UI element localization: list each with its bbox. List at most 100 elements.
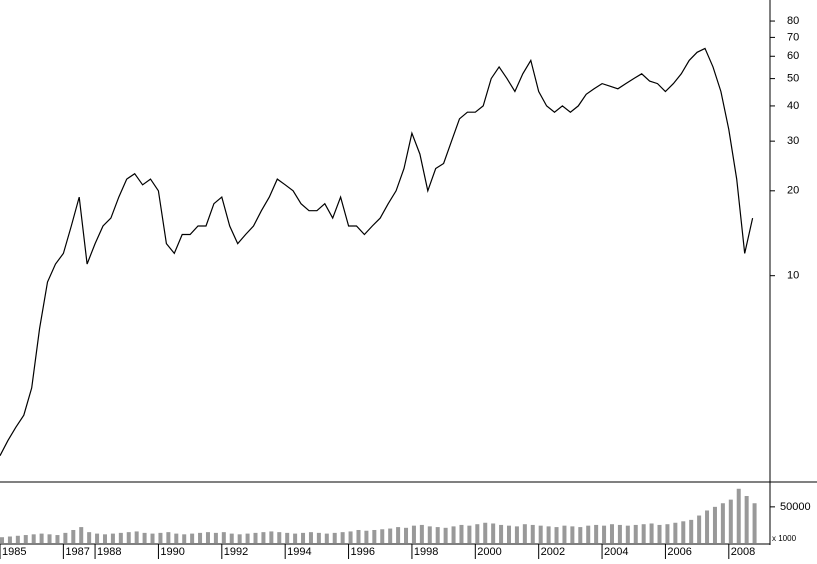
- volume-bar: [404, 527, 409, 543]
- volume-bar: [332, 532, 337, 543]
- x-tick-label: 1985: [2, 546, 26, 558]
- volume-bar: [443, 527, 448, 543]
- volume-bar: [594, 524, 599, 543]
- volume-bar: [237, 534, 242, 543]
- x-tick-label: 2006: [667, 546, 691, 558]
- x-tick-label: 1996: [351, 546, 375, 558]
- volume-bar: [483, 522, 488, 543]
- volume-bar: [348, 531, 353, 543]
- volume-bar: [340, 532, 345, 543]
- volume-bar: [316, 532, 321, 543]
- volume-bar: [229, 533, 234, 543]
- volume-bar: [499, 524, 504, 543]
- volume-bar: [419, 524, 424, 543]
- volume-tick-label: 50000: [780, 501, 811, 513]
- volume-bar: [142, 532, 147, 543]
- volume-bar: [720, 503, 725, 543]
- volume-bar: [475, 524, 480, 543]
- volume-bar: [253, 532, 258, 543]
- x-tick-label: 1992: [224, 546, 248, 558]
- y-tick-label: 60: [787, 50, 799, 62]
- volume-bar: [728, 499, 733, 543]
- volume-bar: [396, 527, 401, 543]
- volume-bar: [744, 496, 749, 543]
- volume-bar: [736, 488, 741, 543]
- volume-bar: [427, 526, 432, 543]
- volume-bar: [506, 525, 512, 543]
- volume-bar: [213, 532, 218, 543]
- volume-bar: [388, 528, 393, 543]
- x-tick-label: 1988: [97, 546, 121, 558]
- volume-bar: [673, 522, 678, 543]
- volume-bar: [562, 525, 567, 543]
- volume-bar: [221, 532, 226, 543]
- volume-bar: [15, 535, 20, 543]
- volume-bar: [245, 533, 250, 543]
- y-tick-label: 40: [787, 100, 799, 112]
- volume-bar: [633, 524, 638, 543]
- volume-bar: [712, 506, 717, 543]
- volume-bar: [134, 531, 139, 543]
- volume-bar: [435, 527, 440, 543]
- volume-bar: [285, 532, 290, 543]
- volume-bar: [689, 519, 694, 543]
- x-tick-label: 2008: [731, 546, 755, 558]
- x-tick-label: 2002: [541, 546, 565, 558]
- volume-bar: [491, 523, 496, 543]
- volume-bar: [205, 532, 210, 543]
- volume-bar: [126, 532, 131, 543]
- volume-bar: [190, 533, 195, 543]
- x-tick-label: 1987: [65, 546, 89, 558]
- volume-bar: [118, 532, 123, 543]
- volume-bar: [269, 531, 274, 543]
- volume-bar: [372, 529, 377, 543]
- x-tick-label: 1994: [287, 546, 311, 558]
- volume-bar: [47, 534, 52, 543]
- volume-bar: [641, 524, 646, 543]
- volume-bar: [110, 533, 115, 543]
- volume-bar: [522, 524, 527, 543]
- x-tick-label: 1990: [160, 546, 184, 558]
- volume-bar: [324, 533, 329, 543]
- volume-bar: [665, 524, 670, 543]
- volume-bar: [657, 524, 662, 543]
- volume-bar: [102, 534, 107, 543]
- volume-bar: [7, 536, 12, 543]
- volume-bar: [95, 533, 100, 543]
- volume-bar: [586, 525, 591, 543]
- volume-bar: [174, 533, 179, 543]
- volume-bar: [451, 526, 456, 543]
- volume-bar: [356, 529, 361, 543]
- volume-bar: [277, 532, 282, 543]
- volume-bar: [681, 521, 686, 543]
- volume-bar: [31, 534, 36, 543]
- volume-bar: [514, 526, 519, 543]
- volume-bar: [261, 532, 266, 543]
- volume-bar: [182, 534, 187, 543]
- volume-bar: [578, 527, 583, 543]
- volume-bar: [79, 527, 84, 543]
- volume-bar: [23, 535, 28, 543]
- volume-bar: [411, 525, 416, 543]
- volume-bar: [625, 525, 630, 543]
- volume-bar: [301, 532, 306, 543]
- volume-unit: x 1000: [772, 534, 797, 543]
- y-tick-label: 10: [787, 270, 799, 282]
- volume-bar: [467, 525, 472, 543]
- volume-bar: [71, 529, 76, 543]
- volume-bar: [705, 510, 710, 543]
- x-tick-label: 2000: [477, 546, 501, 558]
- volume-bar: [55, 535, 60, 543]
- volume-bar: [63, 532, 68, 543]
- price-line: [0, 47, 754, 456]
- volume-bar: [364, 530, 369, 543]
- volume-bar: [617, 524, 622, 543]
- volume-bar: [752, 503, 757, 543]
- volume-bar: [150, 533, 155, 543]
- volume-bar: [198, 532, 203, 543]
- volume-bar: [308, 532, 313, 543]
- volume-bar: [554, 527, 559, 543]
- y-tick-label: 50: [787, 73, 799, 85]
